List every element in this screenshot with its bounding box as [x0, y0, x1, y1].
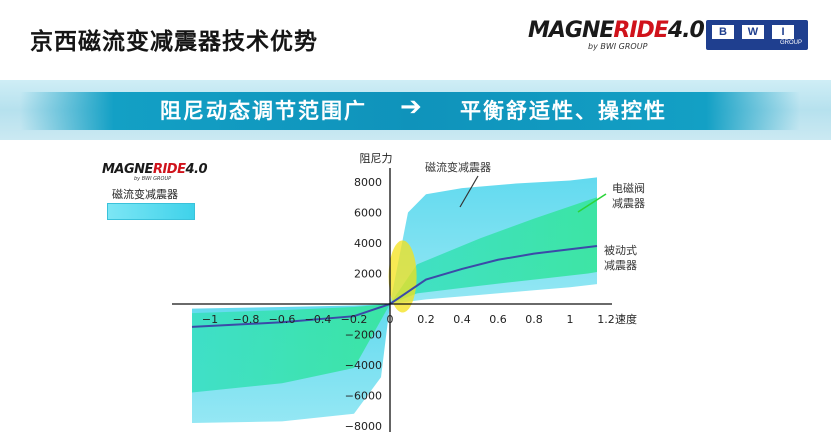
bwi-sub: GROUP: [779, 40, 802, 46]
brand-logo: MAGNERIDE4.0 by BWI GROUP B W I GROUP: [528, 18, 818, 54]
y-tick-label: −4000: [345, 359, 382, 372]
em-band-negative: [192, 304, 390, 393]
x-tick-label: −0.4: [305, 313, 332, 326]
x-tick-label: −0.2: [341, 313, 368, 326]
annotation-mr-arrow: [459, 175, 479, 208]
y-tick-label: 4000: [354, 237, 382, 250]
x-tick-label: −1: [202, 313, 218, 326]
banner-bar: [20, 92, 800, 130]
y-tick-label: 6000: [354, 207, 382, 220]
x-tick-label: 0.6: [489, 313, 507, 326]
x-axis-label: 速度: [615, 312, 637, 326]
x-tick-label: −0.6: [269, 313, 296, 326]
legend-logo: MAGNERIDE4.0: [102, 162, 207, 177]
low-speed-highlight: [388, 240, 417, 313]
y-tick-label: −8000: [345, 420, 382, 433]
y-tick-label: −6000: [345, 390, 382, 403]
annotation-passive-line2: 减震器: [604, 259, 637, 272]
y-tick-label: −2000: [345, 329, 382, 342]
bwi-letter-i: I: [772, 25, 794, 39]
x-tick-label: 1.2: [597, 313, 615, 326]
magneride-logo: MAGNERIDE4.0: [528, 18, 705, 43]
logo-version: 4.0: [667, 18, 705, 43]
y-axis-label: 阻尼力: [360, 152, 393, 165]
annotation-em-arrow: [577, 193, 607, 213]
banner-left-text: 阻尼动态调节范围广: [160, 99, 367, 123]
page-title: 京西磁流变减震器技术优势: [30, 29, 318, 55]
x-tick-label: 1: [567, 313, 574, 326]
bwi-logo: B W I GROUP: [706, 20, 808, 50]
logo-sub: by BWI GROUP: [588, 42, 648, 51]
y-tick-label: 8000: [354, 176, 382, 189]
arrow-right-icon: ➔: [400, 92, 422, 122]
y-tick-label: 2000: [354, 268, 382, 281]
x-tick-label: 0.8: [525, 313, 543, 326]
banner-right-text: 平衡舒适性、操控性: [460, 99, 667, 123]
passive-series-line: [191, 245, 598, 328]
annotation-mr: 磁流变减震器: [425, 160, 491, 174]
bwi-letter-w: W: [742, 25, 764, 39]
x-tick-label: 0.4: [453, 313, 471, 326]
x-tick-label: 0: [387, 313, 394, 326]
logo-brand-a: MAGNE: [528, 18, 614, 43]
legend-sub: by BWI GROUP: [134, 176, 172, 182]
annotation-em: 电磁阀: [612, 181, 645, 195]
x-tick-label: 0.2: [417, 313, 435, 326]
legend-version: 4.0: [185, 162, 207, 177]
annotation-passive: 被动式: [604, 244, 637, 257]
bwi-letter-b: B: [712, 25, 734, 39]
logo-brand-b: RIDE: [613, 18, 668, 43]
annotation-em-line2: 减震器: [612, 197, 645, 210]
em-band-positive: [390, 197, 597, 304]
legend-brand-b: RIDE: [152, 162, 186, 177]
legend-brand-a: MAGNE: [102, 162, 153, 177]
legend-swatch: [107, 203, 195, 220]
legend-label: 磁流变减震器: [112, 188, 178, 201]
x-tick-label: −0.8: [233, 313, 260, 326]
